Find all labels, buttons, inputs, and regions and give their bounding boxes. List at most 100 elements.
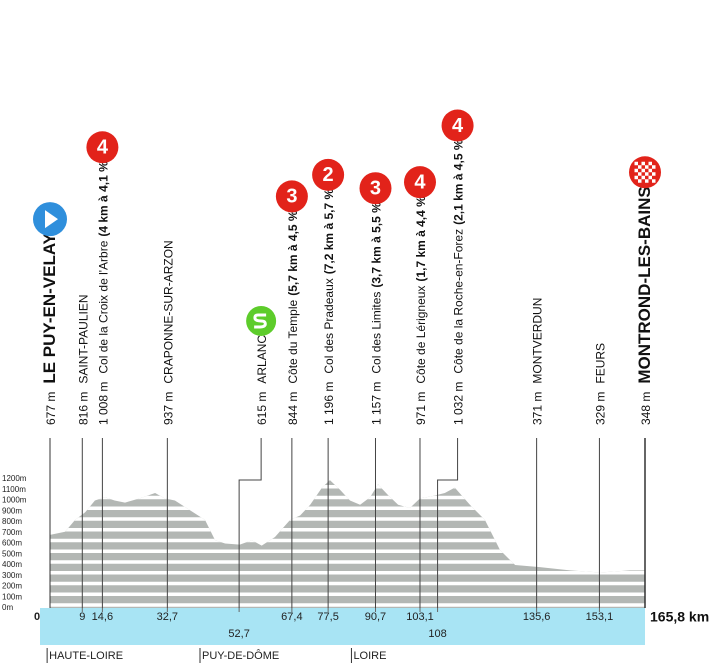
y-tick-label: 1100m <box>2 485 26 494</box>
finish-check <box>634 161 638 166</box>
altitude: 1 032 m <box>452 382 466 425</box>
finish-check <box>638 179 642 183</box>
altitude: 816 m <box>76 392 90 425</box>
place-name: Côte de Lérigneux <box>414 286 428 384</box>
place-name: CRAPONNE-SUR-ARZON <box>161 240 175 383</box>
y-tick-label: 900m <box>2 506 22 515</box>
waypoint-label: 971 m Côte de Lérigneux (1,7 km à 4,4 %) <box>414 192 428 425</box>
km-label: 108 <box>428 628 446 640</box>
sprint-glyph <box>253 313 267 329</box>
finish-check <box>641 175 645 180</box>
finish-check <box>645 172 649 176</box>
climb-details: (7,2 km à 5,7 %) <box>322 185 336 274</box>
place-name: Col des Pradeaux <box>322 278 336 373</box>
altitude: 329 m <box>593 392 607 425</box>
y-tick-label: 300m <box>2 571 22 580</box>
altitude: 1 196 m <box>322 382 336 425</box>
climb-category: 4 <box>414 171 426 193</box>
place-name: MONTVERDUN <box>531 298 545 384</box>
climb-badge <box>275 180 308 213</box>
finish-check <box>634 168 638 173</box>
km-label: 90,7 <box>365 611 386 623</box>
altitude: 1 008 m <box>96 382 110 425</box>
place-name: MONTROND-LES-BAINS <box>635 186 654 383</box>
region-name: HAUTE-LOIRE <box>49 650 123 662</box>
place-name: ARLANC <box>255 335 269 384</box>
y-tick-label: 700m <box>2 528 22 537</box>
place-name: SAINT-PAULIEN <box>76 295 90 384</box>
waypoint-label: 937 m CRAPONNE-SUR-ARZON <box>161 240 175 425</box>
waypoint-label: 1 157 m Col des Limites (3,7 km à 5,5 %) <box>369 198 383 425</box>
y-tick-label: 1000m <box>2 496 27 505</box>
altitude: 971 m <box>414 392 428 425</box>
elevation-profile <box>50 480 645 608</box>
climb-details: (3,7 km à 5,5 %) <box>369 198 383 287</box>
finish-check <box>648 161 652 166</box>
place-name: LE PUY-EN-VELAY <box>40 232 59 383</box>
climb-badge <box>312 158 345 191</box>
waypoint-label: 615 m ARLANC <box>255 335 269 425</box>
finish-check <box>641 168 645 173</box>
climb-category: 4 <box>97 137 109 159</box>
place-name: Col de la Croix de l'Arbre <box>96 240 110 373</box>
y-tick-label: 1200m <box>2 474 27 483</box>
km-label: 0 <box>34 611 40 623</box>
finish-check <box>634 175 638 180</box>
finish-check <box>648 175 652 180</box>
waypoint-label: 844 m Côte du Temple (5,7 km à 4,5 %) <box>286 206 300 425</box>
waypoint-label: 816 m SAINT-PAULIEN <box>76 295 90 426</box>
waypoint-label: 348 m MONTROND-LES-BAINS <box>635 186 654 425</box>
km-label: 9 <box>79 611 85 623</box>
finish-check <box>641 161 645 166</box>
region-name: LOIRE <box>353 650 386 662</box>
y-tick-label: 0m <box>2 603 13 612</box>
climb-category: 4 <box>452 115 464 137</box>
finish-check <box>638 165 642 169</box>
place-name: Côte du Temple <box>286 299 300 383</box>
climb-details: (5,7 km à 4,5 %) <box>286 206 300 295</box>
km-label: 67,4 <box>281 611 302 623</box>
climb-badge <box>359 172 392 205</box>
altitude: 677 m <box>44 392 58 425</box>
place-name: FEURS <box>593 343 607 384</box>
finish-check <box>638 172 642 176</box>
finish-check <box>645 179 649 183</box>
km-label: 103,1 <box>406 611 434 623</box>
region-name: PUY-DE-DÔME <box>202 649 279 662</box>
climb-badge <box>86 131 119 164</box>
climb-badge <box>441 109 474 142</box>
finish-check <box>652 165 656 169</box>
waypoint-line <box>238 438 262 608</box>
distance-label: 165,8 km <box>650 609 709 625</box>
distance-band <box>40 608 645 645</box>
finish-check <box>648 168 652 173</box>
waypoint-label: 1 196 m Col des Pradeaux (7,2 km à 5,7 %) <box>322 185 336 425</box>
waypoint-label: 329 m FEURS <box>593 343 607 425</box>
altitude: 844 m <box>286 392 300 425</box>
km-label: 14,6 <box>92 611 113 623</box>
y-tick-label: 200m <box>2 582 22 591</box>
km-label: 77,5 <box>317 611 338 623</box>
climb-details: (2,1 km à 4,5 %) <box>452 136 466 225</box>
y-tick-label: 800m <box>2 517 22 526</box>
km-label: 153,1 <box>586 611 614 623</box>
y-tick-label: 100m <box>2 592 22 601</box>
climb-details: (4 km à 4,1 %) <box>96 157 110 236</box>
waypoint-label: 371 m MONTVERDUN <box>531 298 545 425</box>
place-name: Col des Limites <box>369 292 383 374</box>
place-name: Côte de la Roche-en-Forez <box>452 229 466 374</box>
y-tick-label: 500m <box>2 549 22 558</box>
climb-category: 3 <box>286 186 297 208</box>
altitude: 371 m <box>531 392 545 425</box>
waypoint-label: 677 m LE PUY-EN-VELAY <box>40 232 59 425</box>
waypoint-label: 1 032 m Côte de la Roche-en-Forez (2,1 km … <box>452 136 466 426</box>
km-label: 52,7 <box>228 628 249 640</box>
km-label: 135,6 <box>523 611 551 623</box>
finish-check <box>645 165 649 169</box>
altitude: 1 157 m <box>369 382 383 425</box>
start-arrow <box>45 210 58 229</box>
altitude: 348 m <box>639 392 653 425</box>
km-label: 32,7 <box>157 611 178 623</box>
